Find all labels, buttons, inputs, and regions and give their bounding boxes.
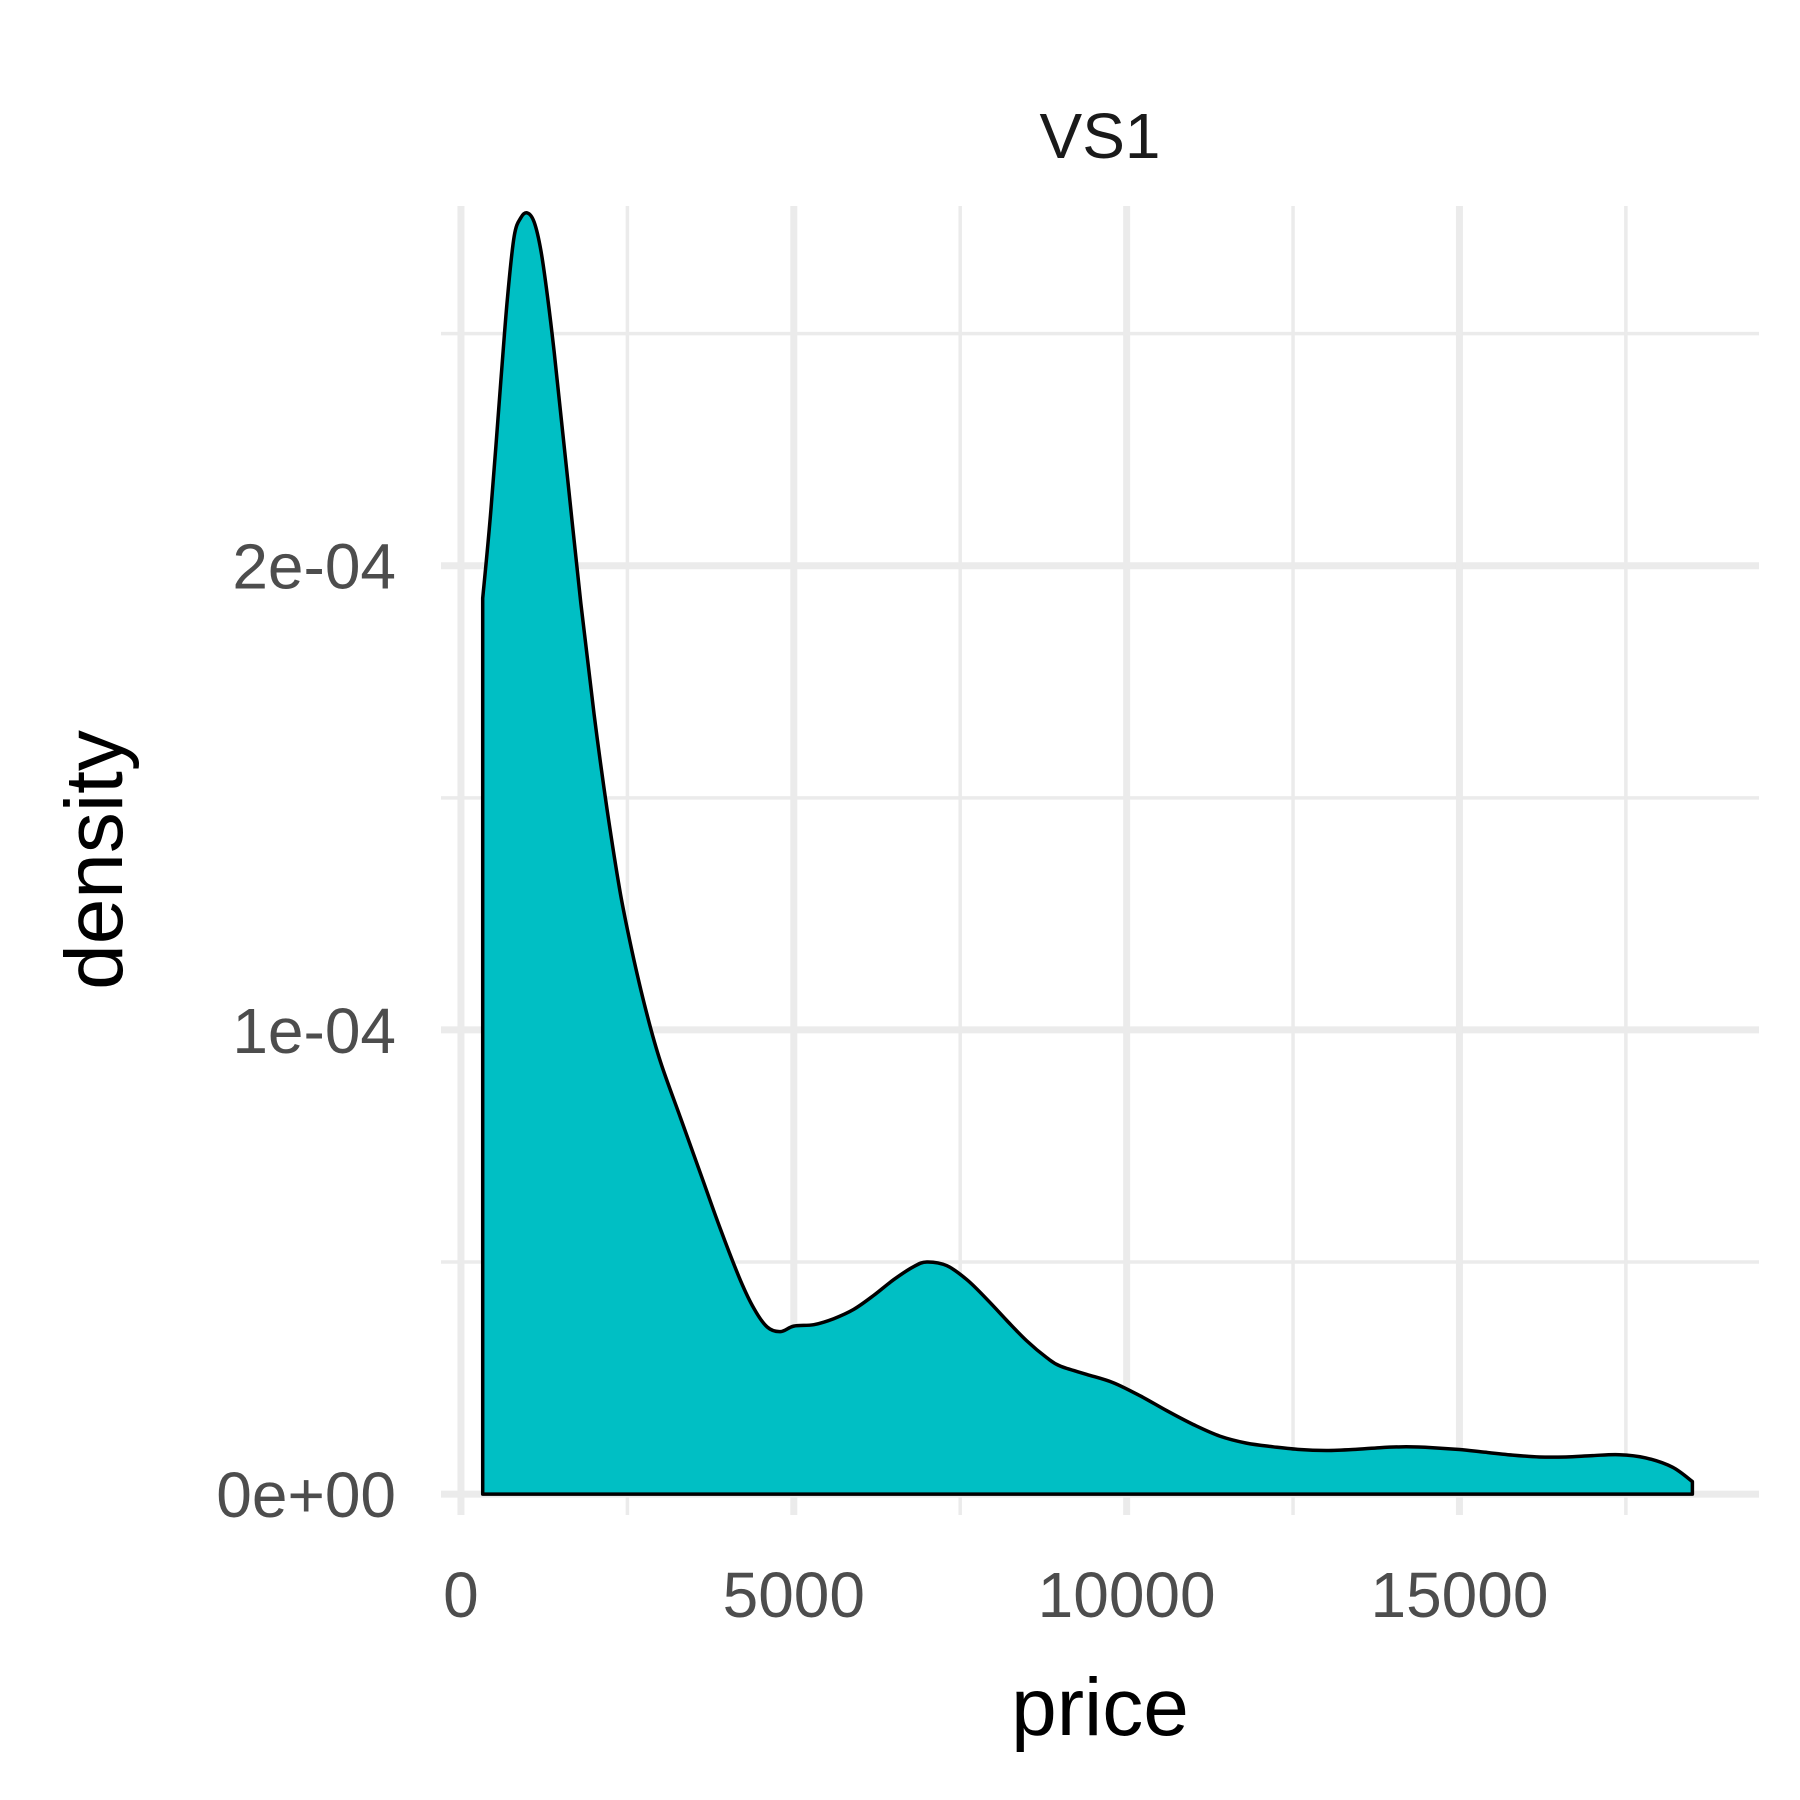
y-axis-title: density <box>49 730 140 990</box>
x-tick-label: 0 <box>443 1559 479 1631</box>
y-tick-label: 2e-04 <box>232 531 396 603</box>
facet-strip-label: VS1 <box>1040 100 1161 172</box>
y-tick-label: 0e+00 <box>216 1459 396 1531</box>
x-axis-title: price <box>1011 1662 1189 1753</box>
y-tick-label: 1e-04 <box>232 995 396 1067</box>
gridlines <box>441 206 1759 1515</box>
x-tick-label: 10000 <box>1038 1559 1216 1631</box>
density-area <box>480 211 1695 1496</box>
x-tick-label: 5000 <box>723 1559 865 1631</box>
y-axis-tick-labels: 0e+00 1e-04 2e-04 <box>216 531 396 1531</box>
x-axis-tick-labels: 0 5000 10000 15000 <box>443 1559 1548 1631</box>
x-tick-label: 15000 <box>1370 1559 1548 1631</box>
